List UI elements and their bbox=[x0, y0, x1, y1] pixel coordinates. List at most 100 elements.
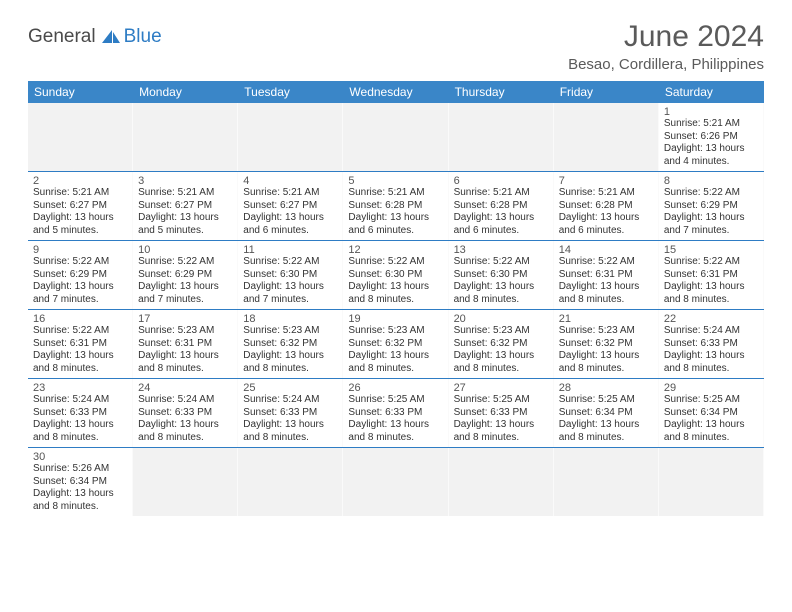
day-cell-empty bbox=[133, 448, 238, 516]
day-number: 24 bbox=[138, 382, 232, 394]
sunset-text: Sunset: 6:34 PM bbox=[664, 407, 758, 420]
day-number: 10 bbox=[138, 244, 232, 256]
day-number: 3 bbox=[138, 175, 232, 187]
calendar: SundayMondayTuesdayWednesdayThursdayFrid… bbox=[28, 81, 764, 516]
day-cell-empty bbox=[28, 103, 133, 171]
day-header-cell: Sunday bbox=[28, 81, 133, 103]
day-cell: 21Sunrise: 5:23 AMSunset: 6:32 PMDayligh… bbox=[554, 310, 659, 378]
daylight-text: Daylight: 13 hours and 7 minutes. bbox=[243, 281, 337, 306]
daylight-text: Daylight: 13 hours and 8 minutes. bbox=[454, 350, 548, 375]
day-cell: 23Sunrise: 5:24 AMSunset: 6:33 PMDayligh… bbox=[28, 379, 133, 447]
day-cell: 18Sunrise: 5:23 AMSunset: 6:32 PMDayligh… bbox=[238, 310, 343, 378]
day-cell: 17Sunrise: 5:23 AMSunset: 6:31 PMDayligh… bbox=[133, 310, 238, 378]
day-cell: 12Sunrise: 5:22 AMSunset: 6:30 PMDayligh… bbox=[343, 241, 448, 309]
day-header-row: SundayMondayTuesdayWednesdayThursdayFrid… bbox=[28, 81, 764, 103]
logo-text-general: General bbox=[28, 26, 96, 48]
daylight-text: Daylight: 13 hours and 8 minutes. bbox=[33, 350, 127, 375]
day-cell-empty bbox=[449, 103, 554, 171]
day-cell: 7Sunrise: 5:21 AMSunset: 6:28 PMDaylight… bbox=[554, 172, 659, 240]
sunrise-text: Sunrise: 5:24 AM bbox=[138, 394, 232, 407]
logo: General Blue bbox=[28, 26, 162, 48]
day-number: 15 bbox=[664, 244, 758, 256]
daylight-text: Daylight: 13 hours and 6 minutes. bbox=[243, 212, 337, 237]
daylight-text: Daylight: 13 hours and 7 minutes. bbox=[33, 281, 127, 306]
daylight-text: Daylight: 13 hours and 8 minutes. bbox=[348, 281, 442, 306]
daylight-text: Daylight: 13 hours and 8 minutes. bbox=[559, 419, 653, 444]
sunrise-text: Sunrise: 5:24 AM bbox=[33, 394, 127, 407]
day-cell: 24Sunrise: 5:24 AMSunset: 6:33 PMDayligh… bbox=[133, 379, 238, 447]
location: Besao, Cordillera, Philippines bbox=[568, 56, 764, 73]
sunset-text: Sunset: 6:33 PM bbox=[454, 407, 548, 420]
sunrise-text: Sunrise: 5:25 AM bbox=[348, 394, 442, 407]
day-number: 11 bbox=[243, 244, 337, 256]
day-header-cell: Saturday bbox=[659, 81, 764, 103]
day-cell: 15Sunrise: 5:22 AMSunset: 6:31 PMDayligh… bbox=[659, 241, 764, 309]
day-cell-empty bbox=[133, 103, 238, 171]
sunrise-text: Sunrise: 5:21 AM bbox=[454, 187, 548, 200]
weeks-container: 1Sunrise: 5:21 AMSunset: 6:26 PMDaylight… bbox=[28, 103, 764, 516]
sunset-text: Sunset: 6:26 PM bbox=[664, 131, 758, 144]
day-number: 14 bbox=[559, 244, 653, 256]
week-row: 30Sunrise: 5:26 AMSunset: 6:34 PMDayligh… bbox=[28, 448, 764, 516]
day-cell: 13Sunrise: 5:22 AMSunset: 6:30 PMDayligh… bbox=[449, 241, 554, 309]
daylight-text: Daylight: 13 hours and 8 minutes. bbox=[559, 350, 653, 375]
day-number: 6 bbox=[454, 175, 548, 187]
sunrise-text: Sunrise: 5:25 AM bbox=[664, 394, 758, 407]
day-cell: 4Sunrise: 5:21 AMSunset: 6:27 PMDaylight… bbox=[238, 172, 343, 240]
day-header-cell: Friday bbox=[554, 81, 659, 103]
sunrise-text: Sunrise: 5:23 AM bbox=[348, 325, 442, 338]
day-cell: 9Sunrise: 5:22 AMSunset: 6:29 PMDaylight… bbox=[28, 241, 133, 309]
day-cell: 8Sunrise: 5:22 AMSunset: 6:29 PMDaylight… bbox=[659, 172, 764, 240]
sunrise-text: Sunrise: 5:21 AM bbox=[559, 187, 653, 200]
day-number: 13 bbox=[454, 244, 548, 256]
sunset-text: Sunset: 6:29 PM bbox=[33, 269, 127, 282]
sunrise-text: Sunrise: 5:26 AM bbox=[33, 463, 127, 476]
day-cell: 30Sunrise: 5:26 AMSunset: 6:34 PMDayligh… bbox=[28, 448, 133, 516]
sunset-text: Sunset: 6:31 PM bbox=[559, 269, 653, 282]
sunrise-text: Sunrise: 5:23 AM bbox=[138, 325, 232, 338]
day-number: 7 bbox=[559, 175, 653, 187]
page-title: June 2024 bbox=[568, 20, 764, 54]
daylight-text: Daylight: 13 hours and 6 minutes. bbox=[559, 212, 653, 237]
day-cell-empty bbox=[449, 448, 554, 516]
sunrise-text: Sunrise: 5:24 AM bbox=[664, 325, 758, 338]
sunrise-text: Sunrise: 5:22 AM bbox=[33, 325, 127, 338]
daylight-text: Daylight: 13 hours and 8 minutes. bbox=[454, 419, 548, 444]
day-header-cell: Tuesday bbox=[238, 81, 343, 103]
sunset-text: Sunset: 6:34 PM bbox=[33, 476, 127, 489]
sunset-text: Sunset: 6:28 PM bbox=[348, 200, 442, 213]
sunset-text: Sunset: 6:28 PM bbox=[559, 200, 653, 213]
day-cell: 28Sunrise: 5:25 AMSunset: 6:34 PMDayligh… bbox=[554, 379, 659, 447]
sunrise-text: Sunrise: 5:22 AM bbox=[243, 256, 337, 269]
sunrise-text: Sunrise: 5:22 AM bbox=[664, 187, 758, 200]
sunrise-text: Sunrise: 5:22 AM bbox=[559, 256, 653, 269]
day-header-cell: Thursday bbox=[449, 81, 554, 103]
week-row: 1Sunrise: 5:21 AMSunset: 6:26 PMDaylight… bbox=[28, 103, 764, 171]
daylight-text: Daylight: 13 hours and 5 minutes. bbox=[33, 212, 127, 237]
day-cell-empty bbox=[659, 448, 764, 516]
daylight-text: Daylight: 13 hours and 7 minutes. bbox=[664, 212, 758, 237]
day-cell: 14Sunrise: 5:22 AMSunset: 6:31 PMDayligh… bbox=[554, 241, 659, 309]
sunrise-text: Sunrise: 5:21 AM bbox=[664, 118, 758, 131]
sunrise-text: Sunrise: 5:25 AM bbox=[454, 394, 548, 407]
day-number: 25 bbox=[243, 382, 337, 394]
sunset-text: Sunset: 6:32 PM bbox=[348, 338, 442, 351]
sunset-text: Sunset: 6:34 PM bbox=[559, 407, 653, 420]
day-number: 22 bbox=[664, 313, 758, 325]
sunset-text: Sunset: 6:33 PM bbox=[348, 407, 442, 420]
day-cell: 1Sunrise: 5:21 AMSunset: 6:26 PMDaylight… bbox=[659, 103, 764, 171]
daylight-text: Daylight: 13 hours and 8 minutes. bbox=[138, 419, 232, 444]
day-cell-empty bbox=[554, 448, 659, 516]
daylight-text: Daylight: 13 hours and 8 minutes. bbox=[33, 488, 127, 513]
sunrise-text: Sunrise: 5:21 AM bbox=[138, 187, 232, 200]
sunset-text: Sunset: 6:30 PM bbox=[348, 269, 442, 282]
day-cell: 5Sunrise: 5:21 AMSunset: 6:28 PMDaylight… bbox=[343, 172, 448, 240]
day-cell-empty bbox=[238, 103, 343, 171]
sunset-text: Sunset: 6:31 PM bbox=[33, 338, 127, 351]
day-cell: 19Sunrise: 5:23 AMSunset: 6:32 PMDayligh… bbox=[343, 310, 448, 378]
daylight-text: Daylight: 13 hours and 4 minutes. bbox=[664, 143, 758, 168]
sunrise-text: Sunrise: 5:22 AM bbox=[138, 256, 232, 269]
day-number: 21 bbox=[559, 313, 653, 325]
day-number: 8 bbox=[664, 175, 758, 187]
day-number: 28 bbox=[559, 382, 653, 394]
